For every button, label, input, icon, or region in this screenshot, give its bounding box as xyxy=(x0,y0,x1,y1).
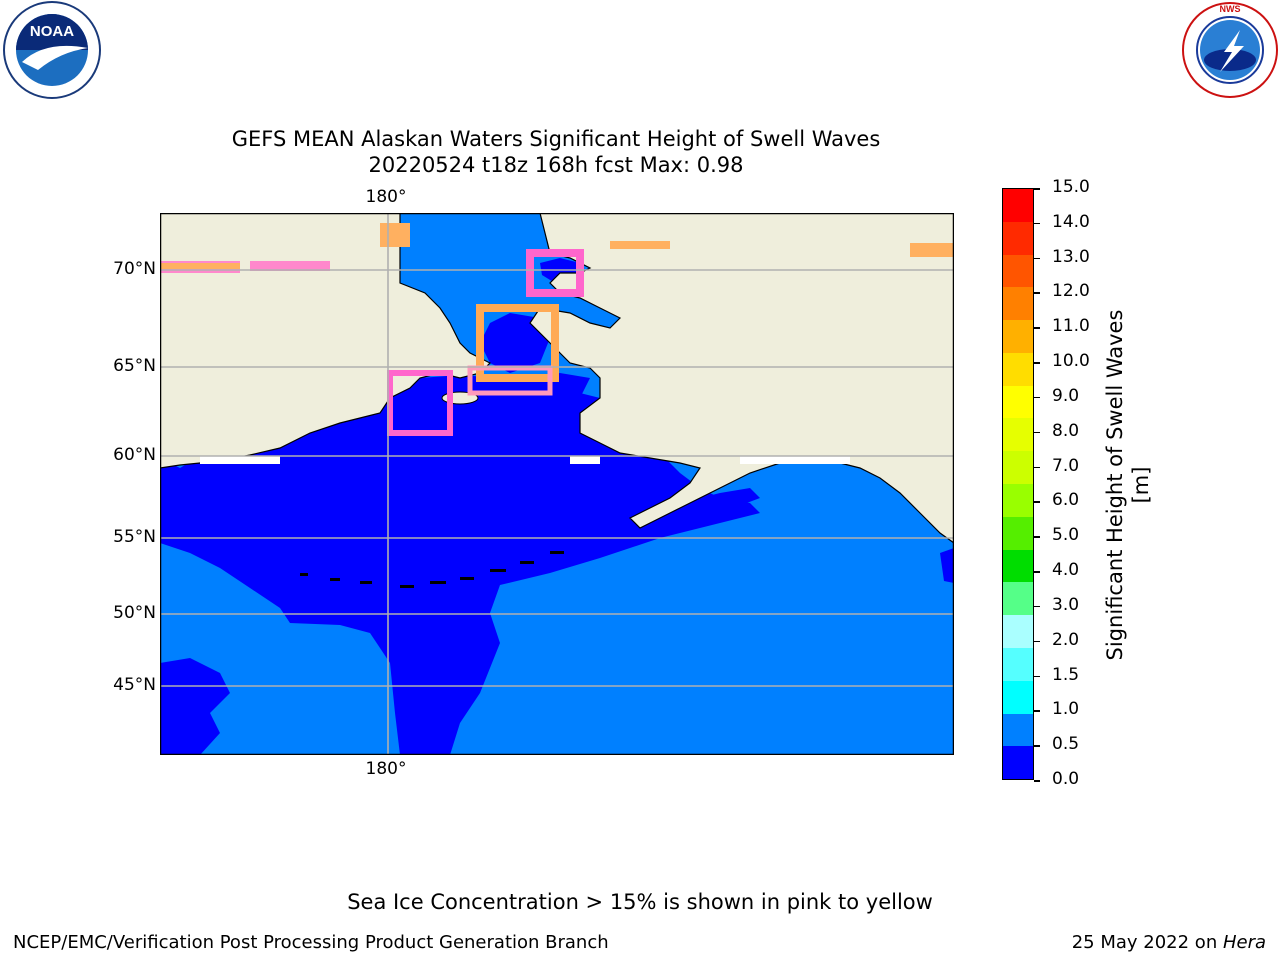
colorbar-segment xyxy=(1003,221,1033,255)
colorbar-segment xyxy=(1003,418,1033,452)
gulf-south-patch xyxy=(160,658,230,755)
colorbar-tick-mark xyxy=(1034,745,1040,747)
colorbar-tick-mark xyxy=(1034,466,1040,469)
colorbar-segment xyxy=(1003,352,1033,386)
colorbar-segment xyxy=(1003,713,1033,747)
lat-label-70n: 70°N xyxy=(113,259,156,279)
sea-ice-note: Sea Ice Concentration > 15% is shown in … xyxy=(347,890,933,914)
colorbar-tick-mark xyxy=(1034,431,1040,434)
colorbar-tick-mark xyxy=(1034,675,1040,678)
lat-label-45n: 45°N xyxy=(113,675,156,695)
colorbar-tick-mark xyxy=(1034,640,1040,643)
colorbar-tick-mark xyxy=(1034,710,1040,712)
footer-date-text: 25 May 2022 on xyxy=(1071,932,1223,953)
colorbar-segment xyxy=(1003,451,1033,485)
lat-label-60n: 60°N xyxy=(113,445,156,465)
sea-ice-overlay xyxy=(160,223,954,436)
colorbar-tick-mark xyxy=(1034,362,1040,364)
no-data-band-east xyxy=(570,456,600,464)
gulf-alaska-deep xyxy=(630,488,760,528)
colorbar-segment xyxy=(1003,549,1033,583)
colorbar-tick-mark xyxy=(1034,222,1040,225)
footer-host: Hera xyxy=(1222,932,1266,953)
no-data-band-west xyxy=(200,456,280,464)
colorbar-tick-label: 8.0 xyxy=(1052,420,1080,441)
colorbar-segment xyxy=(1003,189,1033,222)
chukchi-water xyxy=(480,313,550,373)
colorbar-tick-mark xyxy=(1034,188,1040,190)
colorbar-tick-label: 11.0 xyxy=(1052,316,1090,337)
colorbar xyxy=(1002,188,1034,780)
lat-label-50n: 50°N xyxy=(113,603,156,623)
colorbar-segment xyxy=(1003,484,1033,517)
colorbar-segment xyxy=(1003,516,1033,550)
colorbar-tick-label: 15.0 xyxy=(1052,177,1090,197)
map-frame xyxy=(160,213,954,755)
se-alaska-strip xyxy=(940,548,954,583)
colorbar-segment xyxy=(1003,680,1033,714)
colorbar-tick-label: 0.5 xyxy=(1052,734,1080,755)
colorbar-segment xyxy=(1003,615,1033,648)
footer-branch: NCEP/EMC/Verification Post Processing Pr… xyxy=(13,932,609,953)
noaa-logo: NOAA xyxy=(0,0,104,100)
colorbar-ticks: 15.0 14.0 13.0 12.0 11.0 10.0 9.0 8.0 7.0 6.0 5.0 4… xyxy=(1034,177,1100,790)
colorbar-tick-label: 3.0 xyxy=(1052,594,1080,615)
lon-label-top: 180° xyxy=(365,187,407,207)
graticule xyxy=(160,213,954,755)
colorbar-tick-label: 14.0 xyxy=(1052,211,1090,232)
svg-text:NWS: NWS xyxy=(1220,4,1241,14)
colorbar-tick-label: 1.0 xyxy=(1052,699,1080,720)
no-data-band-gulf xyxy=(740,456,850,464)
colorbar-tick-label: 13.0 xyxy=(1052,246,1090,267)
lat-label-65n: 65°N xyxy=(113,356,156,376)
colorbar-tick-mark xyxy=(1034,571,1040,573)
colorbar-tick-label: 4.0 xyxy=(1052,560,1080,581)
colorbar-tick-mark xyxy=(1034,536,1040,538)
bering-sea-region xyxy=(160,375,760,755)
aleutian-islands xyxy=(300,551,564,588)
colorbar-tick-label: 10.0 xyxy=(1052,351,1090,372)
colorbar-tick-mark xyxy=(1034,257,1040,260)
colorbar-tick-label: 6.0 xyxy=(1052,490,1080,511)
colorbar-tick-label: 5.0 xyxy=(1052,525,1080,546)
colorbar-tick-label: 2.0 xyxy=(1052,629,1080,650)
nws-logo: NWS xyxy=(1178,0,1280,100)
colorbar-axis-label: Significant Height of Swell Waves [m] xyxy=(1103,309,1153,661)
colorbar-tick-label: 12.0 xyxy=(1052,281,1090,302)
colorbar-tick-mark xyxy=(1034,396,1040,399)
colorbar-tick-mark xyxy=(1034,292,1040,294)
colorbar-segment xyxy=(1003,385,1033,419)
colorbar-segment xyxy=(1003,582,1033,616)
plot-title-line2: 20220524 t18z 168h fcst Max: 0.98 xyxy=(368,153,744,177)
colorbar-segment xyxy=(1003,320,1033,353)
colorbar-tick-label: 7.0 xyxy=(1052,455,1080,476)
colorbar-tick-mark xyxy=(1034,780,1040,782)
lon-label-bottom: 180° xyxy=(365,759,407,779)
plot-title-line1: GEFS MEAN Alaskan Waters Significant Hei… xyxy=(231,127,881,151)
colorbar-tick-mark xyxy=(1034,501,1040,503)
colorbar-segment xyxy=(1003,746,1033,780)
colorbar-tick-label: 0.0 xyxy=(1052,769,1080,789)
swell-height-map xyxy=(160,213,954,755)
footer-date: 25 May 2022 on Hera xyxy=(1072,932,1266,953)
colorbar-segment xyxy=(1003,287,1033,321)
colorbar-tick-mark xyxy=(1034,605,1040,608)
noaa-logo-text: NOAA xyxy=(30,23,74,40)
colorbar-segment xyxy=(1003,254,1033,288)
colorbar-tick-label: 1.5 xyxy=(1052,664,1080,685)
lat-label-55n: 55°N xyxy=(113,527,156,547)
colorbar-tick-label: 9.0 xyxy=(1052,385,1080,406)
colorbar-segment xyxy=(1003,647,1033,681)
colorbar-tick-mark xyxy=(1034,327,1040,329)
